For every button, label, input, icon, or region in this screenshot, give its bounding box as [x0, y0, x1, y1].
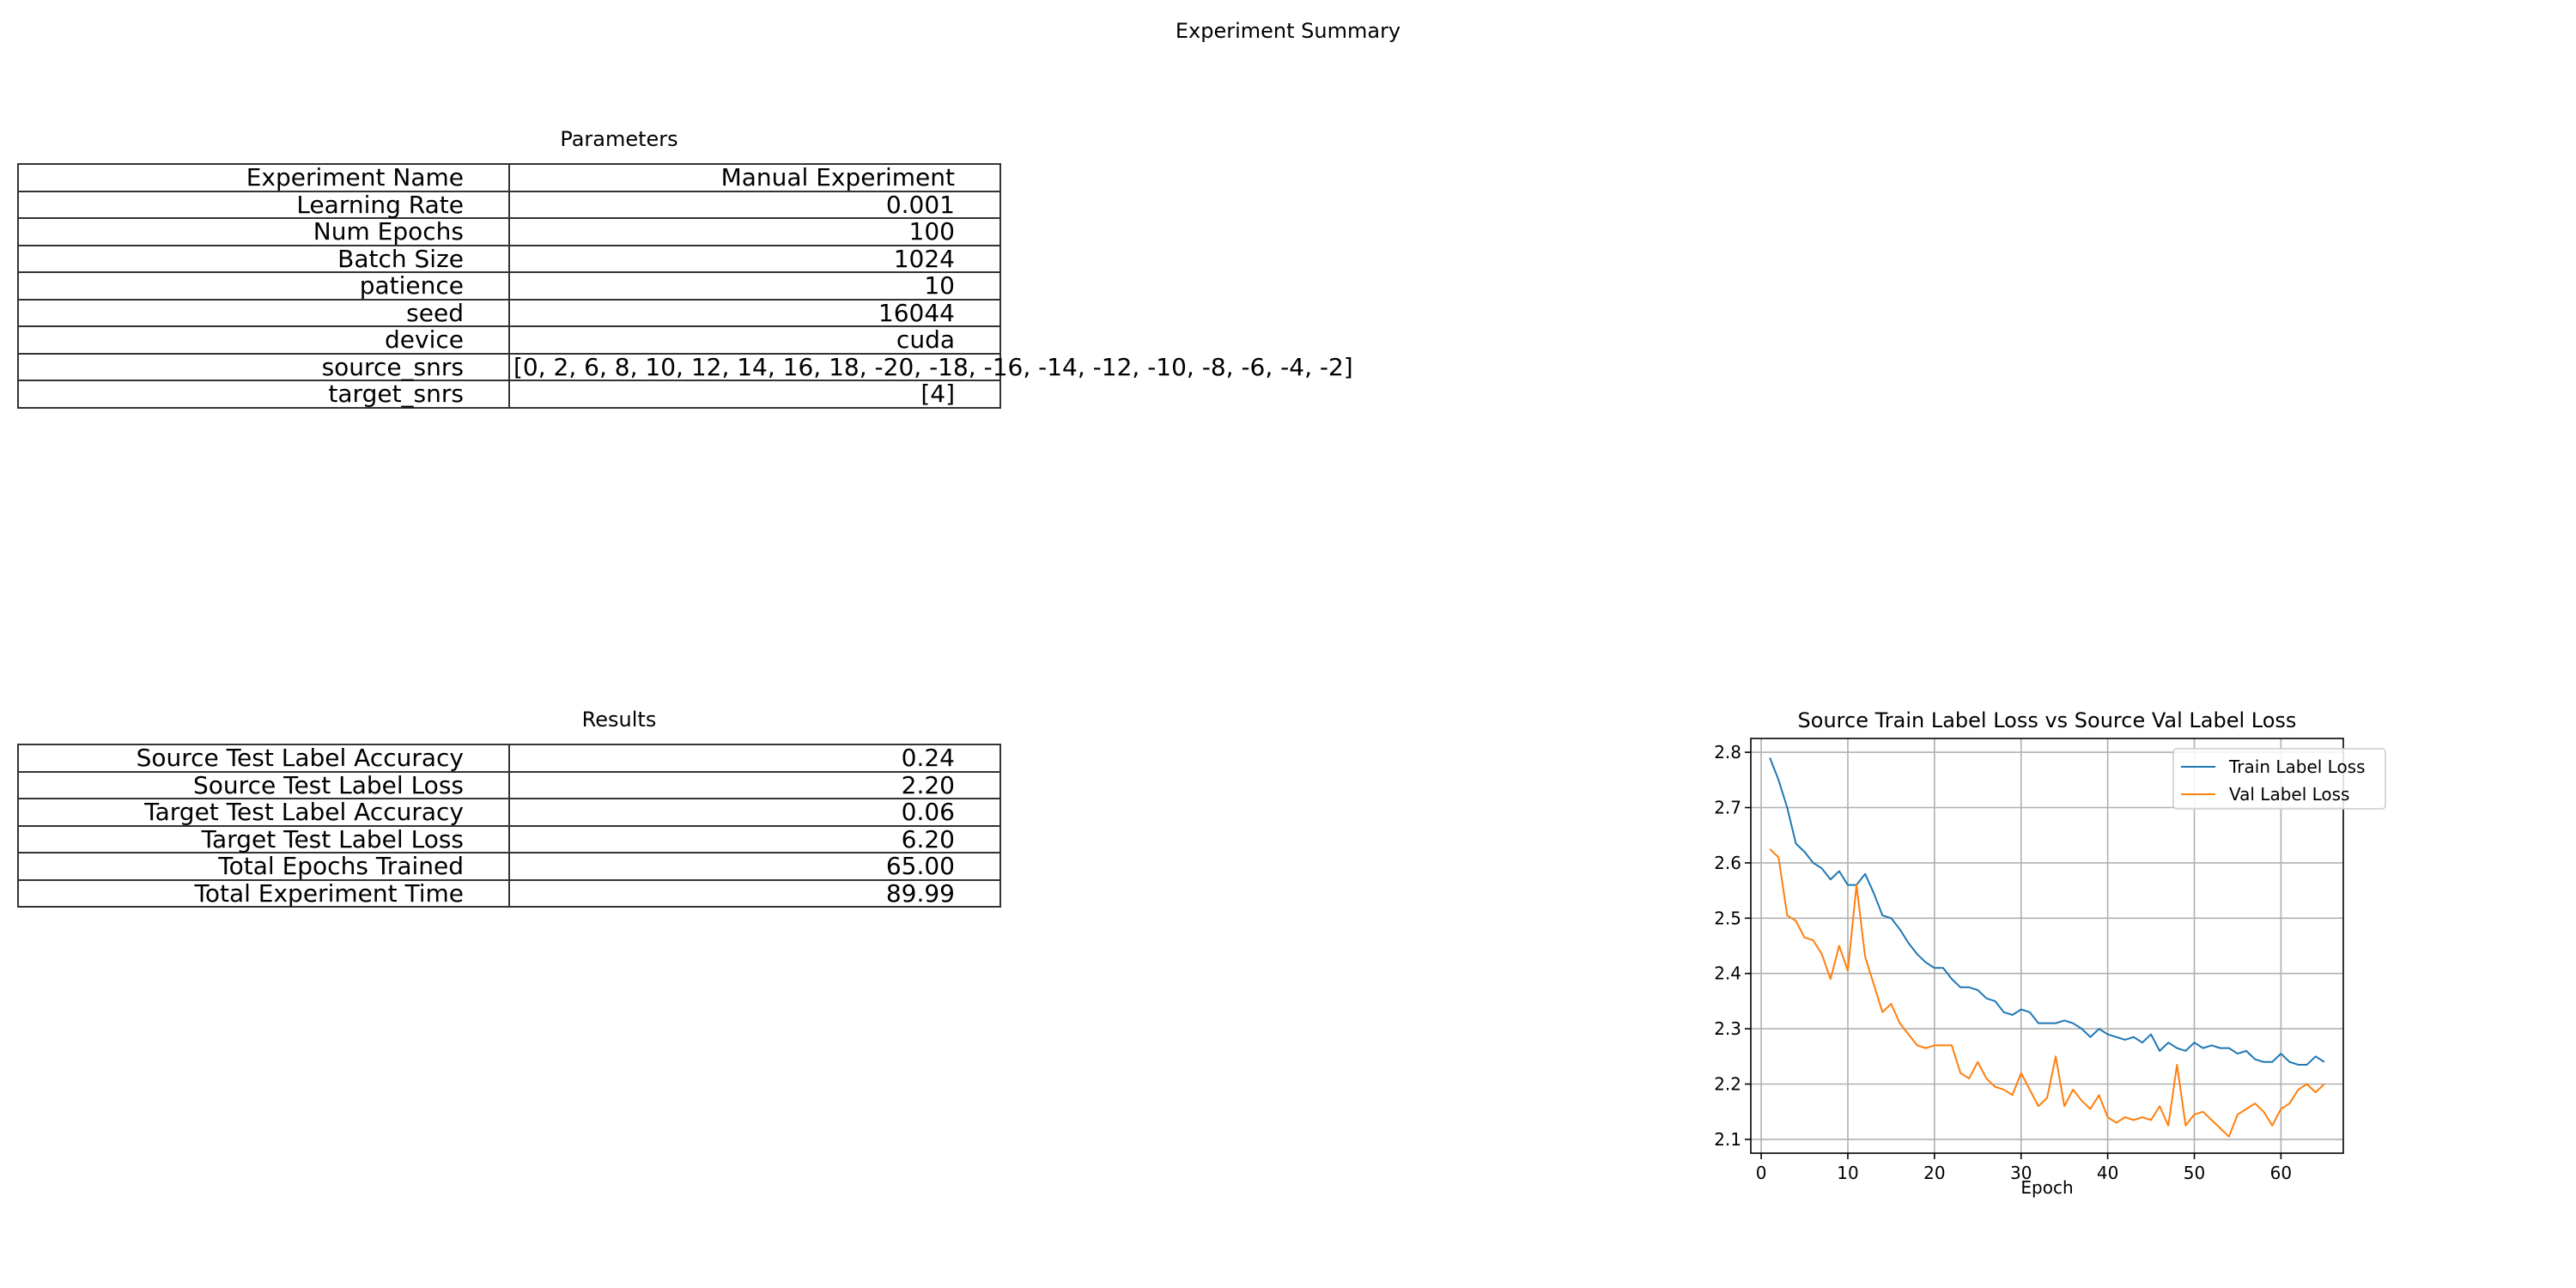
table-row: Target Test Label Loss 6.20	[17, 824, 1001, 854]
chart-legend: Train Label Loss Val Label Loss	[2172, 748, 2386, 810]
x-tick-label: 30	[2010, 1163, 2032, 1183]
series-line-1	[1769, 848, 2325, 1138]
result-label: Source Test Label Loss	[17, 770, 510, 799]
result-label: Source Test Label Accuracy	[17, 744, 510, 773]
table-row: Total Epochs Trained 65.00	[17, 852, 1001, 881]
result-value: 65.00	[508, 852, 1001, 881]
table-row: Source Test Label Loss 2.20	[17, 770, 1001, 799]
param-label: device	[17, 325, 510, 355]
param-label: Experiment Name	[17, 163, 510, 192]
series-line-0	[1769, 757, 2325, 1066]
results-table: Source Test Label Accuracy 0.24 Source T…	[17, 744, 1001, 908]
param-label: Batch Size	[17, 244, 510, 273]
y-tick-label: 2.4	[1714, 963, 1741, 984]
param-label: target_snrs	[17, 380, 510, 409]
table-row: source_snrs [0, 2, 6, 8, 10, 12, 14, 16,…	[17, 352, 1353, 381]
x-tick-label: 20	[1923, 1163, 1945, 1183]
param-label: patience	[17, 271, 510, 301]
result-label: Target Test Label Loss	[17, 824, 510, 854]
result-label: Target Test Label Accuracy	[17, 798, 510, 827]
table-row: Target Test Label Accuracy 0.06	[17, 798, 1001, 827]
param-value: 1024	[508, 244, 1001, 273]
param-value: [4]	[508, 380, 1001, 409]
series-lines	[1769, 757, 2325, 1138]
y-tick-label: 2.8	[1714, 742, 1741, 762]
param-value: 100	[508, 217, 1001, 246]
x-tick-label: 50	[2184, 1163, 2205, 1183]
result-value: 2.20	[508, 770, 1001, 799]
axis-ticks: 0 10 20 30 40 50 60 2.1 2.2 2.3 2.4 2.5 2.6 2.7 2.8	[1714, 742, 2292, 1183]
loss-chart: Source Train Label Loss vs Source Val La…	[1666, 704, 2439, 1219]
result-value: 89.99	[508, 878, 1001, 908]
result-value: 0.24	[508, 744, 1001, 773]
x-tick-label: 10	[1837, 1163, 1858, 1183]
result-value: 0.06	[508, 798, 1001, 827]
x-tick-label: 0	[1756, 1163, 1767, 1183]
param-value: Manual Experiment	[508, 163, 1001, 192]
table-row: Batch Size 1024	[17, 244, 1001, 273]
table-row: Experiment Name Manual Experiment	[17, 163, 1001, 192]
result-value: 6.20	[508, 824, 1001, 854]
x-axis-label: Epoch	[2020, 1177, 2073, 1198]
y-tick-label: 2.5	[1714, 908, 1741, 928]
table-row: Num Epochs 100	[17, 217, 1001, 246]
param-label: Num Epochs	[17, 217, 510, 246]
x-tick-label: 60	[2270, 1163, 2292, 1183]
plot-frame	[1750, 738, 2344, 1154]
table-row: seed 16044	[17, 298, 1001, 327]
param-label: Learning Rate	[17, 190, 510, 219]
x-tick-label: 40	[2097, 1163, 2118, 1183]
result-label: Total Experiment Time	[17, 878, 510, 908]
table-row: target_snrs [4]	[17, 380, 1001, 409]
param-value: [0, 2, 6, 8, 10, 12, 14, 16, 18, -20, -1…	[508, 352, 1353, 381]
chart-title: Source Train Label Loss vs Source Val La…	[1798, 708, 2297, 732]
param-value: 16044	[508, 298, 1001, 327]
y-tick-label: 2.6	[1714, 853, 1741, 873]
table-row: Learning Rate 0.001	[17, 190, 1001, 219]
table-row: Total Experiment Time 89.99	[17, 878, 1001, 908]
param-value: 0.001	[508, 190, 1001, 219]
param-value: 10	[508, 271, 1001, 301]
experiment-summary-title: Experiment Summary	[1175, 19, 1401, 43]
legend-box	[2172, 748, 2386, 810]
y-tick-label: 2.2	[1714, 1074, 1741, 1095]
param-label: seed	[17, 298, 510, 327]
table-row: device cuda	[17, 325, 1001, 355]
param-label: source_snrs	[17, 352, 510, 381]
y-tick-label: 2.7	[1714, 798, 1741, 818]
table-row: patience 10	[17, 271, 1001, 301]
table-row: Source Test Label Accuracy 0.24	[17, 744, 1001, 773]
y-tick-label: 2.1	[1714, 1129, 1741, 1150]
results-title: Results	[581, 708, 657, 732]
legend-label: Val Label Loss	[2229, 784, 2349, 805]
param-value: cuda	[508, 325, 1001, 355]
y-tick-label: 2.3	[1714, 1018, 1741, 1039]
parameters-title: Parameters	[560, 127, 678, 151]
legend-label: Train Label Loss	[2228, 756, 2366, 777]
result-label: Total Epochs Trained	[17, 852, 510, 881]
parameters-table: Experiment Name Manual Experiment Learni…	[17, 163, 1353, 409]
loss-chart-svg: Source Train Label Loss vs Source Val La…	[1714, 708, 2386, 1198]
